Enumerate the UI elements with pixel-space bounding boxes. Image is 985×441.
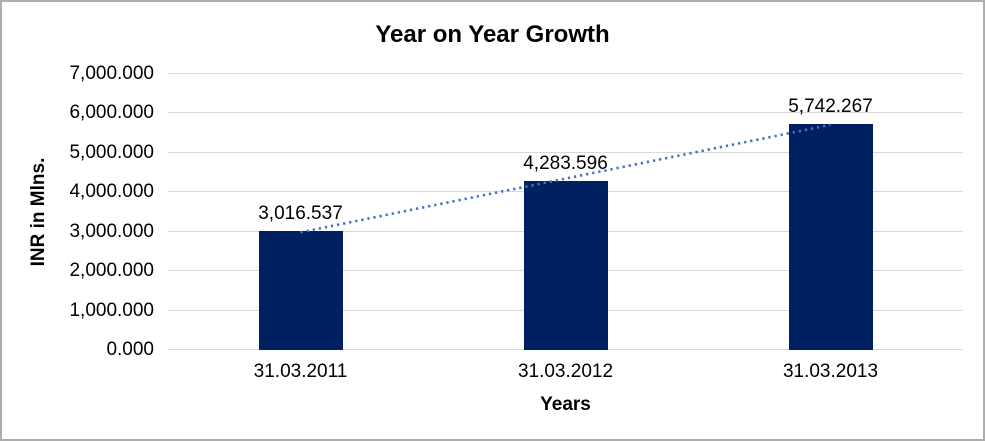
y-axis-title: INR in Mlns. (28, 157, 49, 267)
gridline (168, 73, 963, 74)
x-axis-tick-labels: 31.03.2011 31.03.2012 31.03.2013 (2, 360, 983, 384)
chart-title: Year on Year Growth (375, 21, 610, 48)
data-labels: 3,016.537 4,283.596 5,742.267 (168, 74, 963, 350)
y-tick-label: 2,000.000 (69, 260, 154, 282)
x-axis-title: Years (540, 394, 591, 415)
plot-area: 3,016.537 4,283.596 5,742.267 (168, 73, 963, 350)
y-tick-label: 3,000.000 (69, 220, 154, 242)
bar (788, 123, 873, 350)
gridline (168, 112, 963, 114)
y-tick-label: 4,000.000 (69, 181, 154, 203)
y-tick-label: 7,000.000 (69, 63, 154, 84)
bar-value-label: 5,742.267 (788, 95, 873, 117)
bar-value-label: 3,016.537 (258, 203, 343, 225)
x-tick-label: 31.03.2011 (253, 361, 348, 382)
bar-value-label: 4,283.596 (523, 153, 608, 175)
x-tick-label: 31.03.2012 (517, 361, 614, 382)
y-tick-label: 0.000 (106, 339, 154, 360)
y-tick-label: 6,000.000 (69, 102, 154, 124)
x-tick-label: 31.03.2013 (782, 361, 879, 382)
bar (523, 181, 608, 350)
gridline (168, 151, 963, 153)
bar-series (168, 74, 963, 350)
y-tick-label: 1,000.000 (69, 299, 154, 321)
bar (258, 231, 343, 350)
y-tick-label: 5,000.000 (69, 141, 154, 163)
